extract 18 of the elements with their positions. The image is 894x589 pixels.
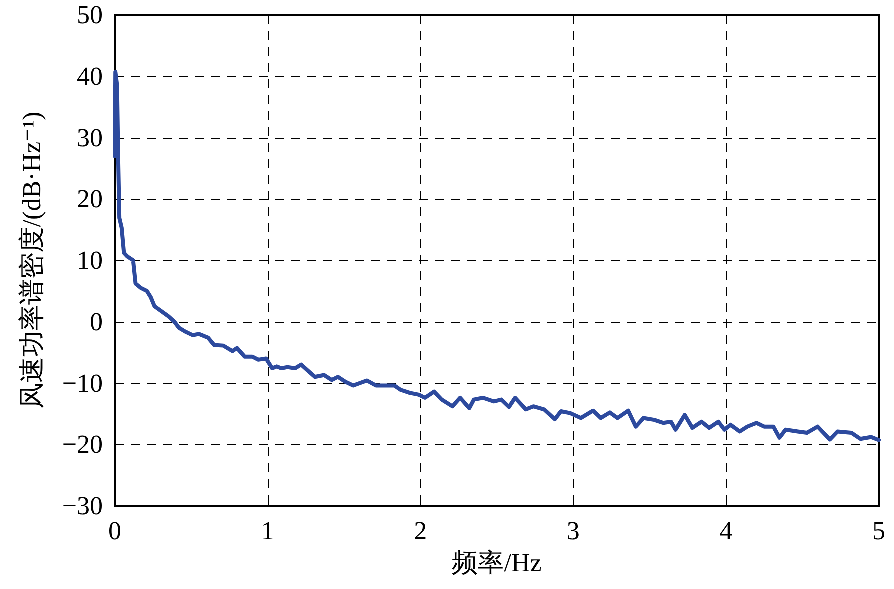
y-tick-label: 40 <box>77 62 103 91</box>
x-tick-label: 2 <box>414 516 428 546</box>
x-tick-label: 0 <box>108 516 122 546</box>
y-tick-label: 30 <box>77 123 103 152</box>
y-tick-label: −30 <box>62 492 103 520</box>
x-tick-label: 5 <box>872 516 886 546</box>
y-tick-label: 50 <box>77 0 103 30</box>
line-series <box>113 70 881 442</box>
x-axis-title: 频率/Hz <box>452 548 542 578</box>
y-tick-label: −20 <box>62 430 103 460</box>
y-tick-label: 20 <box>77 184 103 214</box>
y-tick-label: 0 <box>90 307 103 336</box>
x-tick-label: 4 <box>720 516 733 546</box>
x-tick-label: 3 <box>566 516 580 546</box>
y-tick-label: −10 <box>62 368 103 398</box>
y-axis-title: 风速功率谱密度/(dB·Hz⁻¹) <box>18 112 46 410</box>
y-tick-label: 10 <box>77 246 103 275</box>
x-tick-label: 1 <box>261 516 274 546</box>
